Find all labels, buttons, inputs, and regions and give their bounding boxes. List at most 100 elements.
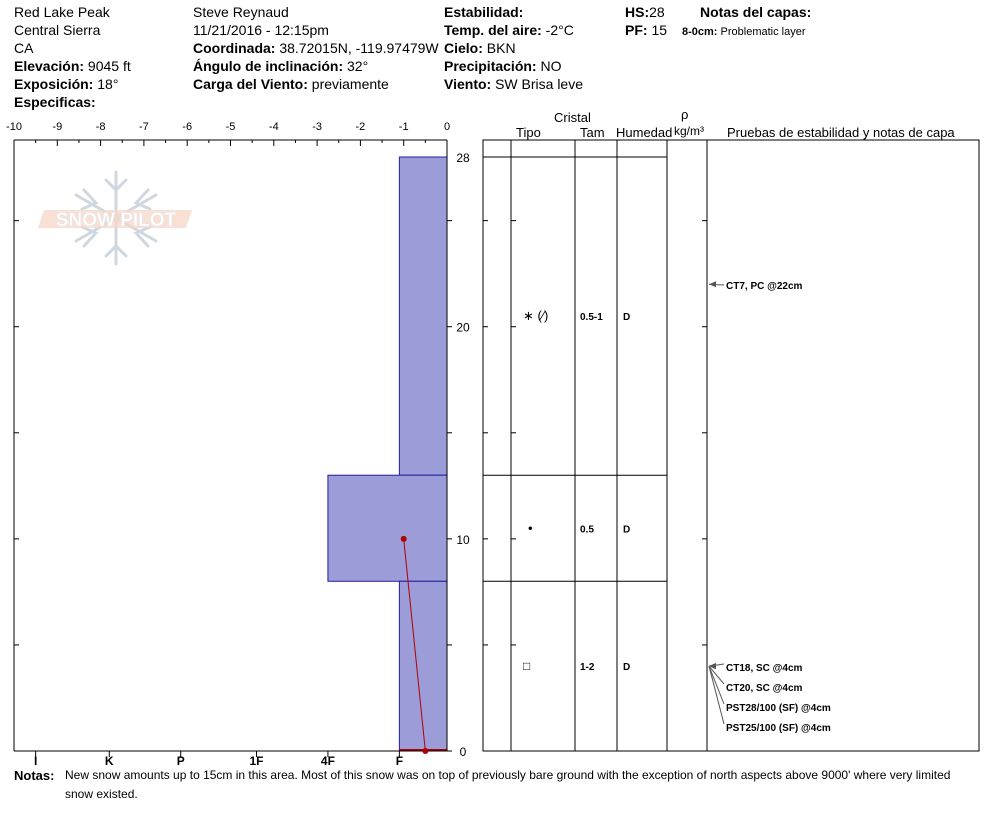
elevation-value: 9045 ft bbox=[87, 58, 131, 74]
aspect-row: Exposición: 18° bbox=[14, 75, 118, 93]
wind-load-row: Carga del Viento: previamente bbox=[193, 75, 389, 93]
coordinate-row: Coordinada: 38.72015N, -119.97479W bbox=[193, 39, 439, 57]
sky-label: Cielo: bbox=[444, 40, 483, 56]
air-temp-value: -2°C bbox=[545, 22, 574, 38]
crystal-type-symbol: • bbox=[528, 520, 533, 535]
coordinate-value: 38.72015N, -119.97479W bbox=[279, 40, 439, 56]
aspect-value: 18° bbox=[97, 76, 119, 92]
temp-point bbox=[400, 535, 407, 542]
layer-note-text: Problematic layer bbox=[720, 26, 806, 38]
hardness-label: P bbox=[177, 754, 185, 768]
stability-label: Estabilidad: bbox=[444, 4, 524, 20]
specifics-label: Especificas: bbox=[14, 94, 96, 110]
hardness-bar-0 bbox=[398, 156, 448, 476]
temp-tick-label: -2 bbox=[356, 121, 366, 133]
elevation-row: Elevación: 9045 ft bbox=[14, 57, 131, 75]
arrowhead-icon bbox=[709, 281, 716, 288]
moisture: D bbox=[623, 312, 630, 323]
slope-row: Ángulo de inclinación: 32° bbox=[193, 57, 368, 75]
precip-label: Precipitación: bbox=[444, 58, 537, 74]
temp-tick-label: -10 bbox=[6, 121, 22, 133]
wind-value: SW Brisa leve bbox=[495, 76, 584, 92]
layer-note: 8-0cm: Problematic layer bbox=[682, 23, 806, 41]
temp-tick-label: -5 bbox=[226, 121, 236, 133]
arrowhead-icon bbox=[709, 663, 716, 670]
temperature-profile bbox=[400, 535, 429, 754]
temp-tick-label: -6 bbox=[182, 121, 192, 133]
wind-label: Viento: bbox=[444, 76, 492, 92]
logo-banner bbox=[38, 210, 192, 228]
rho-header: ρ bbox=[681, 107, 689, 122]
precip-row: Precipitación: NO bbox=[444, 57, 561, 75]
hardness-bar-1 bbox=[327, 474, 448, 582]
wind-load-value: previamente bbox=[311, 76, 389, 92]
temp-tick-label: -3 bbox=[312, 121, 322, 133]
hardness-label: 1F bbox=[249, 754, 263, 768]
depth-label: 10 bbox=[456, 533, 470, 547]
snowflake-icon bbox=[74, 170, 158, 266]
temp-tick-label: -7 bbox=[139, 121, 149, 133]
notes-text: New snow amounts up to 15cm in this area… bbox=[65, 768, 951, 801]
temp-tick-label: -4 bbox=[269, 121, 279, 133]
observation-datetime: 11/21/2016 - 12:15pm bbox=[193, 22, 329, 38]
hs-value: 28 bbox=[649, 4, 665, 20]
type-header: Tipo bbox=[516, 125, 541, 140]
test-arrow bbox=[708, 665, 725, 705]
stability-test-label: PST28/100 (SF) @4cm bbox=[726, 703, 831, 714]
temperature-axis: -10 -9 -8 -7 -6 -5 -4 -3 -2 -1 0 bbox=[6, 121, 450, 146]
hardness-label: I bbox=[34, 754, 37, 768]
test-arrow bbox=[708, 666, 725, 725]
location-name: Red Lake Peak bbox=[14, 4, 110, 20]
coordinate-label: Coordinada: bbox=[193, 40, 276, 56]
sky-row: Cielo: BKN bbox=[444, 39, 516, 57]
crystal-header: Cristal bbox=[554, 110, 591, 125]
stability-tests-header: Pruebas de estabilidad y notas de capa bbox=[727, 125, 955, 140]
stability-test-label: CT18, SC @4cm bbox=[726, 663, 803, 674]
mountain-range: Central Sierra bbox=[14, 22, 101, 38]
moisture: D bbox=[623, 524, 630, 535]
temp-tick-label: -1 bbox=[399, 121, 409, 133]
layer-notes-label: Notas del capas: bbox=[700, 4, 812, 20]
layer-table: ∗ (⁄) 0.5-1 D • 0.5 D □ 1-2 D bbox=[482, 139, 980, 752]
wind-row: Viento: SW Brisa leve bbox=[444, 75, 583, 93]
crystal-type-symbol: □ bbox=[523, 659, 530, 673]
temp-tick-label: -9 bbox=[52, 121, 62, 133]
crystal-size: 1-2 bbox=[580, 662, 595, 673]
elevation-label: Elevación: bbox=[14, 58, 85, 74]
hardness-label: K bbox=[105, 754, 114, 768]
crystal-size: 0.5 bbox=[580, 524, 594, 535]
table-frame bbox=[482, 139, 980, 752]
sky-value: BKN bbox=[486, 40, 516, 56]
slope-value: 32° bbox=[347, 58, 369, 74]
pf-row: PF: 15 bbox=[625, 21, 667, 39]
hardness-bars bbox=[327, 156, 448, 752]
hs-row: HS:28 bbox=[625, 3, 665, 21]
stability-test-label: PST25/100 (SF) @4cm bbox=[726, 723, 831, 734]
hardness-label: 4F bbox=[321, 754, 335, 768]
moisture-header: Humedad bbox=[616, 125, 673, 140]
hs-label: HS: bbox=[625, 4, 650, 20]
size-header: Tam bbox=[580, 125, 605, 140]
air-temp-row: Temp. del aire: -2°C bbox=[444, 21, 574, 39]
air-temp-label: Temp. del aire: bbox=[444, 22, 542, 38]
moisture: D bbox=[623, 662, 630, 673]
temp-tick-label: -8 bbox=[96, 121, 106, 133]
depth-label: 0 bbox=[460, 745, 467, 759]
wind-load-label: Carga del Viento: bbox=[193, 76, 308, 92]
pf-value: 15 bbox=[651, 22, 668, 38]
temp-point bbox=[422, 748, 429, 754]
slope-label: Ángulo de inclinación: bbox=[193, 58, 344, 74]
logo-text: SNOW PILOT bbox=[56, 210, 177, 231]
depth-axis: 0 10 20 28 bbox=[14, 151, 470, 759]
temp-tick-label: 0 bbox=[444, 121, 450, 133]
density-unit-header: kg/m³ bbox=[674, 124, 704, 138]
hardness-axis: I K P 1F 4F F bbox=[34, 751, 403, 768]
precip-value: NO bbox=[540, 58, 562, 74]
layer-note-depth: 8-0cm: bbox=[682, 26, 718, 38]
crystal-type-symbol: ∗ (⁄) bbox=[523, 308, 548, 323]
snowpilot-logo: SNOW PILOT bbox=[38, 170, 192, 266]
pf-label: PF: bbox=[625, 22, 648, 38]
observer-name: Steve Reynaud bbox=[193, 4, 289, 20]
test-arrow bbox=[708, 665, 725, 685]
